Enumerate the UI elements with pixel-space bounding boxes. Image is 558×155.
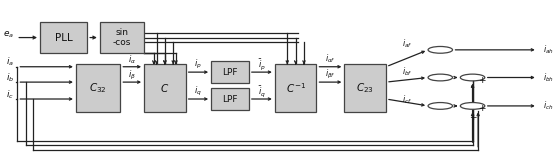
- Text: $\bar{i}_p$: $\bar{i}_p$: [258, 57, 266, 72]
- Text: $i_{ah}$: $i_{ah}$: [543, 44, 554, 56]
- Text: $i_\alpha$: $i_\alpha$: [128, 54, 136, 66]
- Text: $\bar{i}_q$: $\bar{i}_q$: [258, 84, 266, 99]
- Text: $i_{af}$: $i_{af}$: [402, 38, 412, 50]
- Text: +: +: [469, 113, 477, 122]
- Text: $C$: $C$: [160, 82, 170, 94]
- FancyBboxPatch shape: [76, 64, 121, 112]
- Text: $C^{-1}$: $C^{-1}$: [286, 81, 306, 95]
- Text: $i_{bh}$: $i_{bh}$: [543, 71, 554, 84]
- Circle shape: [460, 103, 485, 109]
- FancyBboxPatch shape: [144, 64, 186, 112]
- Text: $C_{23}$: $C_{23}$: [356, 81, 374, 95]
- FancyBboxPatch shape: [344, 64, 386, 112]
- FancyBboxPatch shape: [275, 64, 316, 112]
- Text: $i_{\beta f}$: $i_{\beta f}$: [325, 68, 336, 81]
- Text: LPF: LPF: [222, 68, 238, 77]
- FancyBboxPatch shape: [100, 22, 145, 53]
- Text: $i_{ch}$: $i_{ch}$: [543, 100, 554, 112]
- Text: $e_a$: $e_a$: [3, 29, 15, 40]
- Text: $C_{32}$: $C_{32}$: [89, 81, 107, 95]
- Text: $i_{\alpha f}$: $i_{\alpha f}$: [325, 53, 336, 65]
- Text: $i_q$: $i_q$: [194, 85, 203, 98]
- Text: $i_p$: $i_p$: [195, 58, 202, 71]
- Text: +: +: [478, 76, 485, 85]
- Text: $i_\beta$: $i_\beta$: [128, 69, 136, 82]
- Text: $i_{cf}$: $i_{cf}$: [402, 93, 412, 106]
- Text: $i_c$: $i_c$: [6, 88, 14, 101]
- Text: $i_{bf}$: $i_{bf}$: [402, 65, 412, 78]
- Circle shape: [428, 103, 453, 109]
- Text: $i_a$: $i_a$: [6, 56, 15, 68]
- Text: PLL: PLL: [55, 33, 73, 43]
- Text: sin
-cos: sin -cos: [113, 28, 131, 47]
- Circle shape: [428, 46, 453, 53]
- Circle shape: [460, 74, 485, 81]
- Circle shape: [428, 74, 453, 81]
- FancyBboxPatch shape: [211, 61, 249, 83]
- FancyBboxPatch shape: [211, 88, 249, 110]
- FancyBboxPatch shape: [40, 22, 87, 53]
- Text: $i_b$: $i_b$: [6, 71, 15, 84]
- Text: +: +: [478, 104, 485, 113]
- Text: LPF: LPF: [222, 95, 238, 104]
